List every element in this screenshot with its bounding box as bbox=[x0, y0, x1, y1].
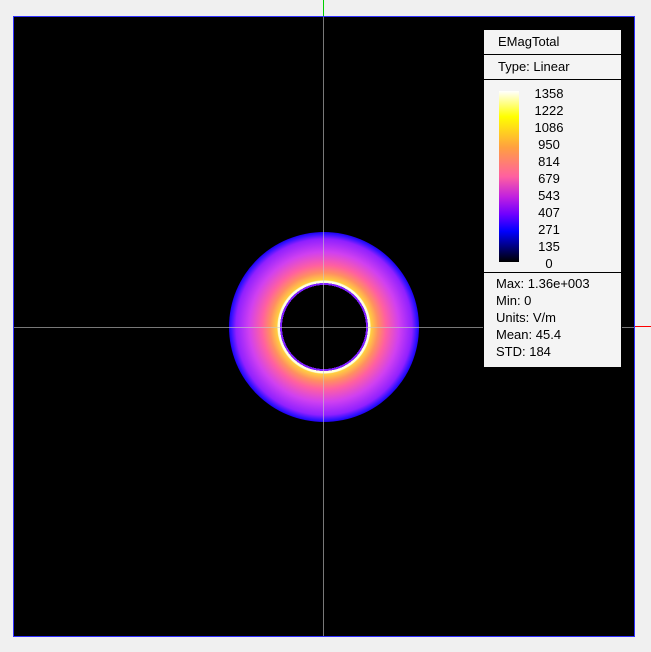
colorbar bbox=[499, 91, 519, 262]
stat-units: Units: V/m bbox=[496, 310, 556, 325]
stat-mean: Mean: 45.4 bbox=[496, 327, 562, 342]
stat-min: Min: 0 bbox=[496, 293, 532, 308]
color-legend[interactable]: EMagTotal Type: Linear 1358 1222 1086 95… bbox=[483, 29, 622, 368]
tick-label: 1358 bbox=[534, 86, 564, 101]
vertical-crosshair bbox=[323, 17, 324, 636]
tick-label: 1222 bbox=[534, 103, 564, 118]
stat-max: Max: 1.36e+003 bbox=[496, 276, 590, 291]
horizontal-crosshair bbox=[14, 327, 634, 328]
color-scale: 1358 1222 1086 950 814 679 543 407 271 1… bbox=[484, 80, 621, 273]
legend-title: EMagTotal bbox=[484, 30, 621, 55]
tick-label: 407 bbox=[538, 205, 560, 220]
legend-type: Type: Linear bbox=[484, 55, 621, 80]
tick-label: 814 bbox=[538, 154, 560, 169]
stat-std: STD: 184 bbox=[496, 344, 551, 359]
tick-label: 271 bbox=[538, 222, 560, 237]
tick-label: 135 bbox=[538, 239, 560, 254]
tick-label: 679 bbox=[538, 171, 560, 186]
x-axis-indicator bbox=[634, 326, 651, 327]
y-axis-indicator bbox=[323, 0, 324, 16]
tick-label: 950 bbox=[538, 137, 560, 152]
legend-stats: Max: 1.36e+003 Min: 0 Units: V/m Mean: 4… bbox=[484, 273, 621, 362]
tick-label: 0 bbox=[545, 256, 553, 271]
tick-label: 1086 bbox=[534, 120, 564, 135]
tick-label: 543 bbox=[538, 188, 560, 203]
